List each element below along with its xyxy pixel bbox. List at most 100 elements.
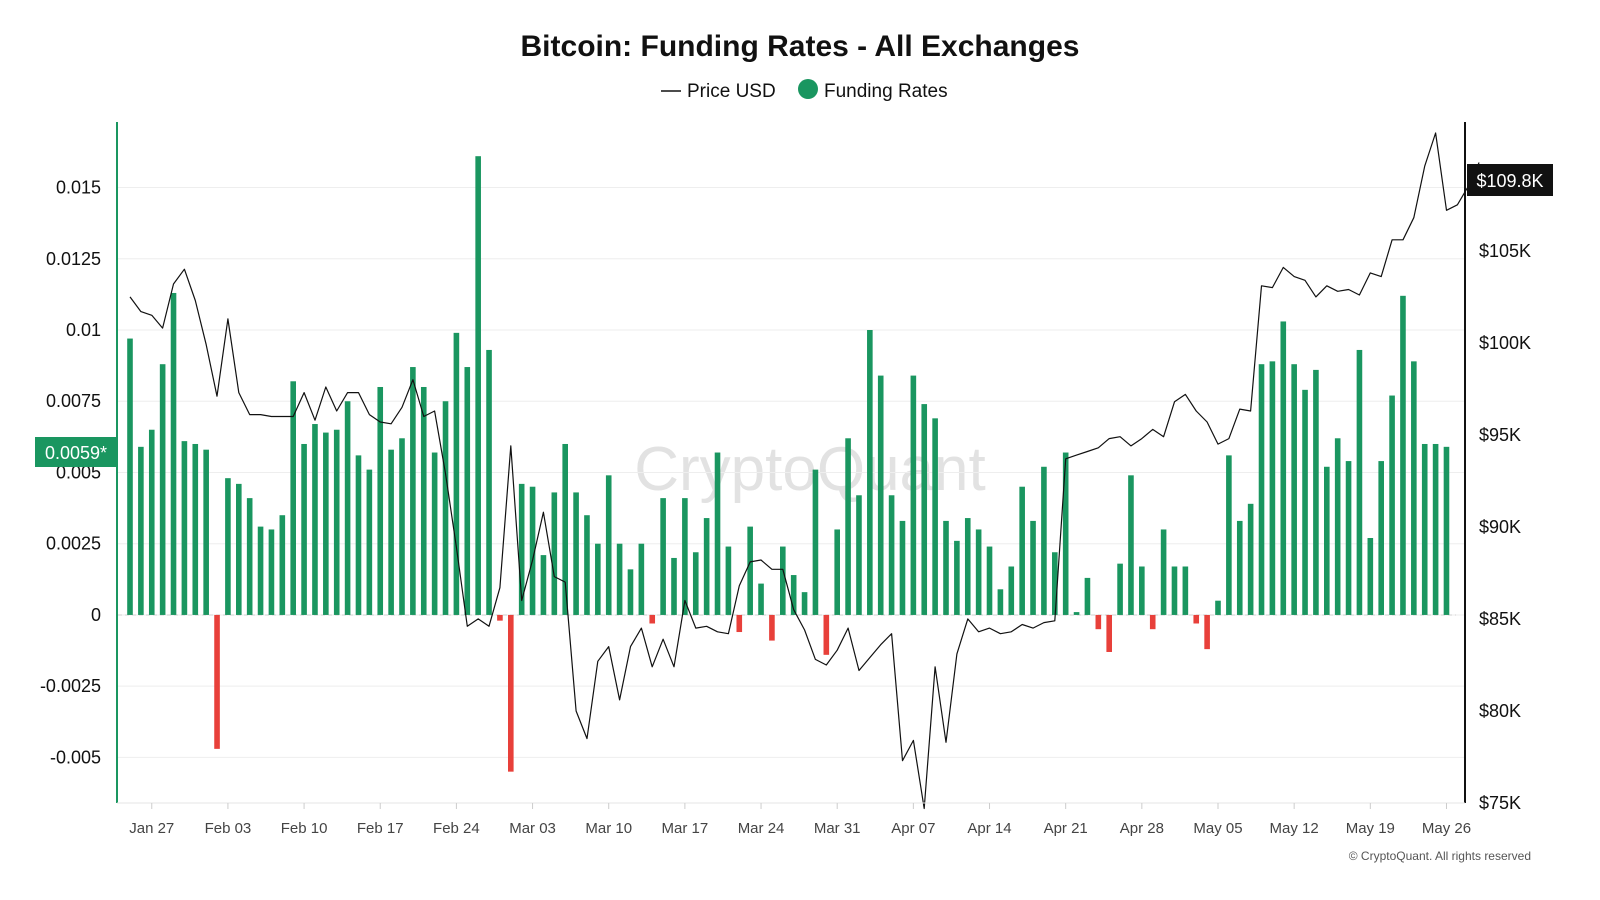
left-tick-label: 0.005 xyxy=(56,462,101,482)
legend-funding-dot-icon xyxy=(798,79,818,99)
funding-rate-bar xyxy=(1247,503,1254,615)
funding-rate-bar xyxy=(997,589,1004,615)
x-tick-label: Feb 03 xyxy=(205,820,252,837)
funding-rate-bar xyxy=(703,518,710,615)
funding-rate-bar xyxy=(943,520,949,615)
funding-rate-bar xyxy=(1117,563,1123,615)
funding-rate-bar xyxy=(627,569,634,615)
funding-rate-bar xyxy=(420,386,427,615)
funding-rate-bar xyxy=(1052,552,1058,615)
funding-rate-bar xyxy=(921,404,928,615)
legend-funding-label: Funding Rates xyxy=(824,81,948,102)
funding-rate-bar xyxy=(1008,566,1015,615)
left-tick-label: -0.005 xyxy=(50,747,101,767)
funding-rate-bar xyxy=(877,375,884,615)
funding-rate-bar xyxy=(573,492,579,615)
gridlines xyxy=(118,187,1464,758)
current-price-badge: $109.8K xyxy=(1467,164,1553,196)
x-tick-label: Apr 21 xyxy=(1044,820,1088,837)
funding-rate-bar xyxy=(344,401,351,615)
funding-rate-bar xyxy=(246,498,253,615)
funding-rate-bar xyxy=(1324,466,1330,615)
funding-rate-bar xyxy=(605,475,612,615)
funding-rate-bar xyxy=(780,546,786,615)
funding-rate-bar xyxy=(671,557,677,615)
funding-rate-bar xyxy=(790,575,797,615)
x-tick-label: Mar 03 xyxy=(509,820,556,837)
funding-rate-bar xyxy=(964,518,971,615)
axes: 0.015 0.0125 0.01 0.0075 0.005 0.0025 0 -0.0025… xyxy=(40,122,1531,837)
left-tick-label: 0 xyxy=(91,605,101,625)
funding-rate-bar xyxy=(954,540,960,615)
funding-rate-bar xyxy=(323,432,329,615)
funding-rate-bar xyxy=(1313,369,1319,615)
funding-rate-bar xyxy=(464,367,471,615)
funding-rate-bar xyxy=(769,614,775,641)
funding-rate-bar xyxy=(1334,438,1341,615)
left-tick-label: 0.0125 xyxy=(46,249,101,269)
funding-rate-bar xyxy=(279,515,286,615)
x-tick-label: May 26 xyxy=(1422,820,1471,837)
funding-rate-bar xyxy=(475,156,481,615)
funding-rate-bar xyxy=(1411,361,1417,615)
funding-rate-bar xyxy=(290,381,296,615)
funding-rate-bar xyxy=(377,386,384,615)
funding-rate-bar xyxy=(1367,538,1374,615)
funding-rate-bar xyxy=(1204,614,1210,650)
funding-rate-bar xyxy=(388,449,394,615)
current-rate-badge: 0.0059* xyxy=(35,437,118,467)
x-tick-label: Feb 10 xyxy=(281,820,328,837)
funding-rate-bar xyxy=(170,292,177,615)
x-tick-label: Apr 14 xyxy=(967,820,1011,837)
funding-rate-bar xyxy=(192,443,199,615)
funding-rate-bar xyxy=(127,338,133,615)
price-line xyxy=(129,132,1480,810)
x-tick-label: Feb 17 xyxy=(357,820,404,837)
funding-rate-bar xyxy=(812,469,819,615)
funding-rate-bar xyxy=(431,452,438,615)
funding-rate-bar xyxy=(986,546,993,615)
x-tick-label: May 19 xyxy=(1346,820,1395,837)
funding-rate-bar xyxy=(1389,395,1395,615)
funding-rate-bar xyxy=(486,349,492,615)
x-tick-label: Apr 28 xyxy=(1120,820,1164,837)
funding-rate-bar xyxy=(214,614,220,749)
funding-rate-bar xyxy=(1226,455,1232,615)
funding-rate-bar xyxy=(845,438,851,615)
chart-title: Bitcoin: Funding Rates - All Exchanges xyxy=(521,30,1080,63)
funding-rate-bar xyxy=(1378,461,1384,615)
funding-rate-bar xyxy=(518,483,525,615)
funding-rate-bar xyxy=(1095,614,1102,630)
current-price-label: $109.8K xyxy=(1476,171,1543,191)
funding-rate-bar xyxy=(638,543,645,615)
funding-rate-bar xyxy=(138,446,144,615)
funding-rate-bar xyxy=(1236,520,1243,615)
funding-rate-bar xyxy=(1443,446,1450,615)
funding-rate-bar xyxy=(355,455,362,615)
right-tick-label: $100K xyxy=(1479,333,1531,353)
funding-rate-bar xyxy=(312,424,318,615)
current-rate-label: 0.0059* xyxy=(45,443,107,463)
funding-rate-bar xyxy=(148,429,155,615)
funding-rate-bar xyxy=(584,515,590,615)
x-tick-label: May 12 xyxy=(1270,820,1319,837)
funding-rate-bar xyxy=(867,330,873,615)
copyright-text: © CryptoQuant. All rights reserved xyxy=(1349,849,1531,863)
funding-rate-bar xyxy=(649,614,656,624)
x-tick-label: Mar 31 xyxy=(814,820,861,837)
x-tick-label: Jan 27 xyxy=(129,820,174,837)
funding-rate-bar xyxy=(616,543,623,615)
funding-rate-bar xyxy=(714,452,721,615)
funding-rate-bar xyxy=(725,546,732,615)
funding-rate-bar xyxy=(1215,600,1221,615)
funding-rate-bar xyxy=(1302,389,1308,615)
funding-rate-bar xyxy=(181,441,188,615)
funding-rate-bar xyxy=(910,375,917,615)
x-tick-label: Feb 24 xyxy=(433,820,480,837)
funding-rate-bar xyxy=(333,429,340,615)
funding-rate-bar xyxy=(823,614,830,655)
funding-rate-bar xyxy=(1345,461,1352,615)
left-tick-label: 0.0025 xyxy=(46,534,101,554)
right-tick-label: $105K xyxy=(1479,241,1531,261)
